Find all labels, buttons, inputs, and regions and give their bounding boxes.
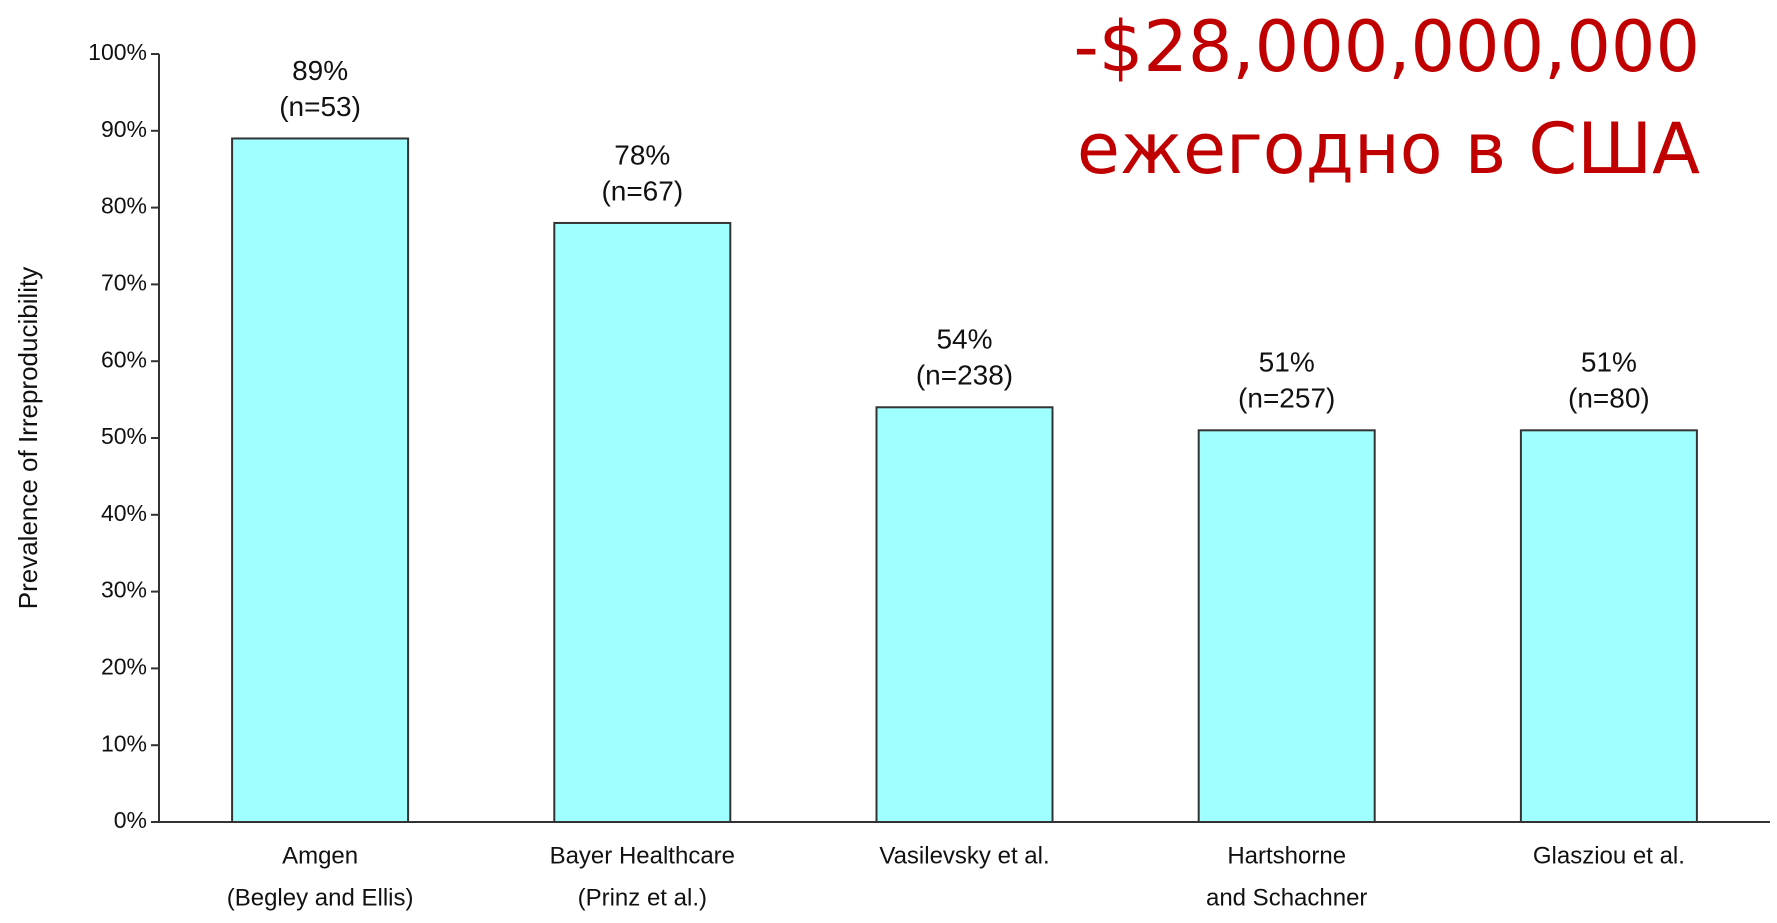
annotation: -$28,000,000,000 bbox=[1074, 6, 1700, 88]
y-tick-label: 10% bbox=[101, 730, 147, 756]
n-label: (n=67) bbox=[601, 175, 683, 206]
y-tick-label: 60% bbox=[101, 346, 147, 372]
x-tick-label: and Schachner bbox=[1206, 884, 1367, 911]
n-label: (n=80) bbox=[1568, 383, 1650, 414]
x-tick-label: Glasziou et al. bbox=[1533, 842, 1685, 869]
x-tick-label: Vasilevsky et al. bbox=[879, 842, 1049, 869]
value-label: 78% bbox=[614, 139, 670, 170]
y-tick-label: 30% bbox=[101, 577, 147, 603]
value-label: 54% bbox=[936, 324, 992, 355]
n-label: (n=238) bbox=[916, 360, 1013, 391]
x-tick-label: (Prinz et al.) bbox=[578, 884, 707, 911]
y-tick-label: 40% bbox=[101, 500, 147, 526]
bar bbox=[553, 221, 732, 823]
y-tick-label: 20% bbox=[101, 653, 147, 679]
value-label: 89% bbox=[292, 55, 348, 86]
value-label: 51% bbox=[1259, 347, 1315, 378]
bar bbox=[1519, 429, 1698, 823]
bar bbox=[1197, 429, 1376, 823]
y-tick-label: 100% bbox=[88, 39, 147, 65]
x-tick-label: (Begley and Ellis) bbox=[227, 884, 414, 911]
annotation: ежегодно в США bbox=[1077, 108, 1700, 190]
y-tick-label: 90% bbox=[101, 116, 147, 142]
x-tick-label: Hartshorne bbox=[1227, 842, 1346, 869]
bar bbox=[231, 137, 410, 824]
value-label: 51% bbox=[1581, 347, 1637, 378]
y-tick-label: 70% bbox=[101, 269, 147, 295]
y-tick-label: 0% bbox=[114, 807, 147, 833]
n-label: (n=53) bbox=[279, 91, 361, 122]
y-axis-label: Prevalence of Irreproducibility bbox=[13, 267, 43, 610]
n-label: (n=257) bbox=[1238, 383, 1335, 414]
x-tick-label: Bayer Healthcare bbox=[550, 842, 735, 869]
y-tick-label: 80% bbox=[101, 193, 147, 219]
bar bbox=[875, 406, 1054, 823]
y-tick-label: 50% bbox=[101, 423, 147, 449]
x-tick-label: Amgen bbox=[282, 842, 358, 869]
